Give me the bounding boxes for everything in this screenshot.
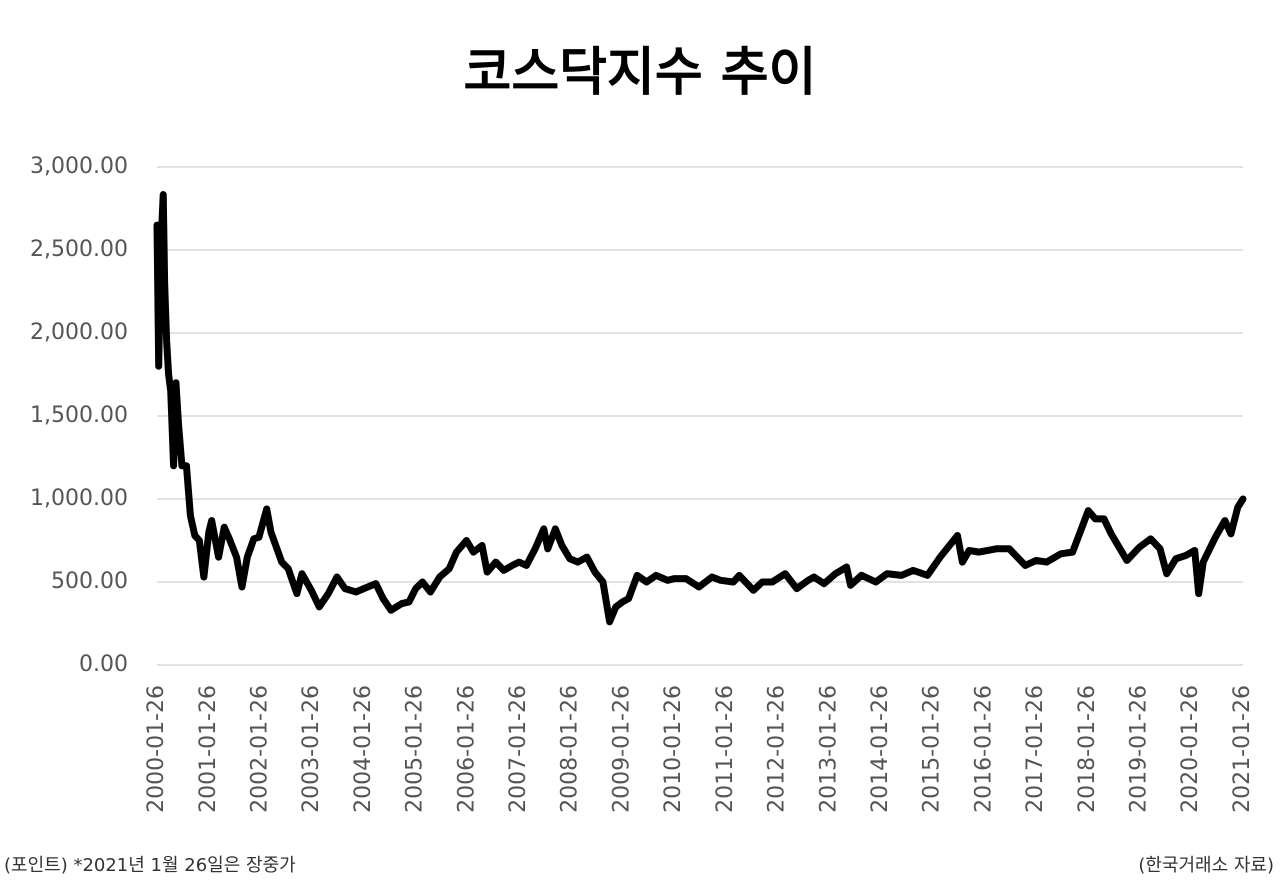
x-tick-label: 2019-01-26	[1127, 685, 1152, 813]
x-tick-label: 2011-01-26	[713, 685, 738, 813]
y-tick-label: 2,500.00	[30, 237, 128, 262]
x-tick-label: 2021-01-26	[1230, 685, 1255, 813]
x-tick-label: 2008-01-26	[558, 685, 583, 813]
x-tick-label: 2012-01-26	[765, 685, 790, 813]
x-tick-label: 2010-01-26	[661, 685, 686, 813]
x-tick-label: 2004-01-26	[351, 685, 376, 813]
x-tick-label: 2006-01-26	[454, 685, 479, 813]
index-line	[153, 191, 1247, 626]
x-tick-label: 2007-01-26	[506, 685, 531, 813]
source-note: (한국거래소 자료)	[1138, 855, 1274, 876]
x-tick-label: 2020-01-26	[1178, 685, 1203, 813]
y-tick-label: 2,000.00	[30, 320, 128, 345]
x-tick-label: 2016-01-26	[971, 685, 996, 813]
y-tick-label: 0.00	[79, 652, 128, 677]
x-tick-label: 2003-01-26	[299, 685, 324, 813]
y-tick-label: 1,500.00	[30, 403, 128, 428]
unit-note: (포인트) *2021년 1월 26일은 장중가	[4, 855, 296, 876]
x-tick-label: 2017-01-26	[1023, 685, 1048, 813]
x-tick-label: 2009-01-26	[609, 685, 634, 813]
x-tick-label: 2013-01-26	[816, 685, 841, 813]
x-tick-label: 2001-01-26	[196, 685, 221, 813]
y-tick-label: 3,000.00	[30, 154, 128, 179]
x-tick-label: 2014-01-26	[868, 685, 893, 813]
x-tick-label: 2018-01-26	[1075, 685, 1100, 813]
x-tick-label: 2015-01-26	[920, 685, 945, 813]
y-tick-label: 1,000.00	[30, 486, 128, 511]
x-tick-label: 2002-01-26	[247, 685, 272, 813]
x-tick-label: 2000-01-26	[144, 685, 169, 813]
x-tick-label: 2005-01-26	[403, 685, 428, 813]
chart-title: 코스닥지수 추이	[464, 43, 817, 103]
y-tick-label: 500.00	[51, 569, 128, 594]
